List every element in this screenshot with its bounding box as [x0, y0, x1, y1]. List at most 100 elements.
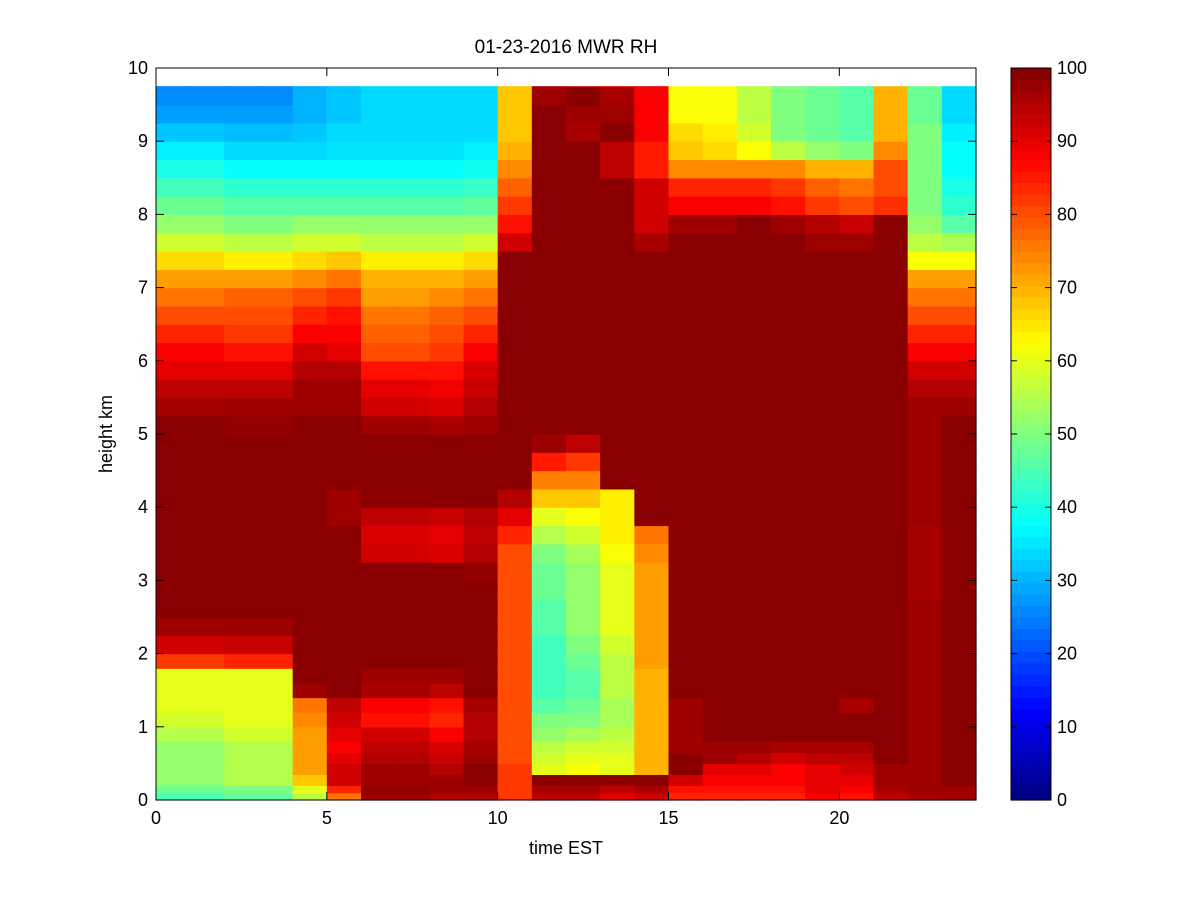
- colorbar-segment: [1011, 651, 1051, 664]
- heatmap-cell: [497, 232, 533, 252]
- heatmap-cell: [873, 232, 909, 252]
- heatmap-cell: [292, 562, 328, 581]
- heatmap-cell: [907, 598, 943, 618]
- heatmap-cell: [702, 104, 738, 124]
- heatmap-cell: [907, 668, 943, 684]
- heatmap-cell: [292, 397, 328, 417]
- chart-title: 01-23-2016 MWR RH: [475, 37, 658, 58]
- heatmap-cell: [361, 653, 396, 669]
- heatmap-cell: [702, 580, 738, 600]
- heatmap-cell: [873, 122, 909, 142]
- heatmap-cell: [668, 305, 704, 325]
- heatmap-cell: [429, 635, 465, 655]
- heatmap-cell: [941, 470, 977, 490]
- heatmap-cell: [634, 86, 670, 106]
- heatmap-cell: [395, 360, 430, 380]
- heatmap-cell: [156, 196, 191, 215]
- heatmap-cell: [326, 177, 362, 197]
- colorbar-segment: [1011, 182, 1051, 195]
- heatmap-cell: [941, 726, 977, 743]
- heatmap-cell: [258, 752, 294, 764]
- heatmap-cell: [497, 507, 533, 527]
- heatmap-cell: [361, 104, 396, 124]
- heatmap-cell: [497, 543, 533, 563]
- heatmap-cell: [839, 415, 875, 435]
- heatmap-cell: [190, 232, 225, 252]
- heatmap-cell: [531, 635, 567, 655]
- heatmap-cell: [907, 324, 943, 344]
- heatmap-cell: [326, 141, 362, 161]
- heatmap-cell: [600, 434, 635, 453]
- heatmap-cell: [805, 726, 840, 743]
- heatmap-cell: [156, 598, 191, 618]
- y-tick-label: 4: [138, 497, 148, 517]
- heatmap-cell: [771, 697, 806, 713]
- heatmap-cell: [566, 287, 601, 307]
- heatmap-cell: [531, 177, 567, 197]
- heatmap-cell: [292, 379, 328, 398]
- heatmap-cell: [668, 635, 704, 655]
- heatmap-cell: [190, 726, 225, 743]
- heatmap-cell: [361, 177, 396, 197]
- heatmap-cell: [771, 763, 806, 775]
- heatmap-cell: [907, 785, 943, 794]
- colorbar-segment: [1011, 125, 1051, 138]
- heatmap-cell: [668, 452, 704, 472]
- heatmap-cell: [292, 507, 328, 527]
- heatmap-cell: [736, 287, 772, 307]
- colorbar-segment: [1011, 548, 1051, 561]
- heatmap-cell: [190, 525, 225, 545]
- heatmap-cell: [156, 415, 191, 435]
- heatmap-cell: [224, 360, 260, 380]
- heatmap-cell: [873, 774, 909, 786]
- heatmap-cell: [839, 741, 875, 754]
- heatmap-cell: [736, 360, 772, 380]
- heatmap-cell: [292, 580, 328, 600]
- heatmap-cell: [702, 397, 738, 417]
- heatmap-cell: [429, 580, 465, 600]
- heatmap-cell: [907, 726, 943, 743]
- heatmap-cell: [634, 452, 670, 472]
- heatmap-cell: [463, 488, 499, 508]
- colorbar-segment: [1011, 102, 1051, 115]
- heatmap-cell: [224, 214, 260, 234]
- heatmap-cell: [873, 305, 909, 325]
- heatmap-cell: [736, 214, 772, 234]
- heatmap-cell: [805, 741, 840, 754]
- heatmap-cell: [361, 159, 396, 179]
- heatmap-cell: [224, 580, 260, 600]
- colorbar-segment: [1011, 79, 1051, 92]
- heatmap-cell: [873, 470, 909, 490]
- heatmap-cell: [805, 434, 840, 453]
- heatmap-cell: [668, 415, 704, 435]
- heatmap-cell: [941, 774, 977, 786]
- heatmap-cell: [566, 525, 601, 545]
- heatmap-cell: [600, 324, 635, 344]
- heatmap-cell: [941, 269, 977, 289]
- heatmap-cell: [258, 269, 294, 289]
- heatmap-cell: [771, 415, 806, 435]
- heatmap-cell: [736, 752, 772, 764]
- heatmap-cell: [429, 774, 465, 786]
- heatmap-cell: [156, 752, 191, 764]
- heatmap-cell: [634, 196, 670, 215]
- heatmap-cell: [771, 122, 806, 142]
- heatmap-cell: [224, 598, 260, 618]
- heatmap-cell: [907, 434, 943, 453]
- heatmap-cell: [429, 785, 465, 794]
- heatmap-cell: [463, 682, 499, 699]
- heatmap-cell: [156, 792, 191, 801]
- heatmap-cell: [429, 653, 465, 669]
- heatmap-cell: [429, 342, 465, 362]
- heatmap-cell: [258, 287, 294, 307]
- heatmap-cell: [566, 635, 601, 655]
- heatmap-cell: [907, 141, 943, 161]
- heatmap-cell: [497, 415, 533, 435]
- heatmap-cell: [736, 177, 772, 197]
- heatmap-cell: [224, 763, 260, 775]
- heatmap-cell: [941, 543, 977, 563]
- heatmap-cell: [941, 712, 977, 728]
- heatmap-cell: [600, 269, 635, 289]
- colorbar-segment: [1011, 205, 1051, 218]
- heatmap-cell: [702, 763, 738, 775]
